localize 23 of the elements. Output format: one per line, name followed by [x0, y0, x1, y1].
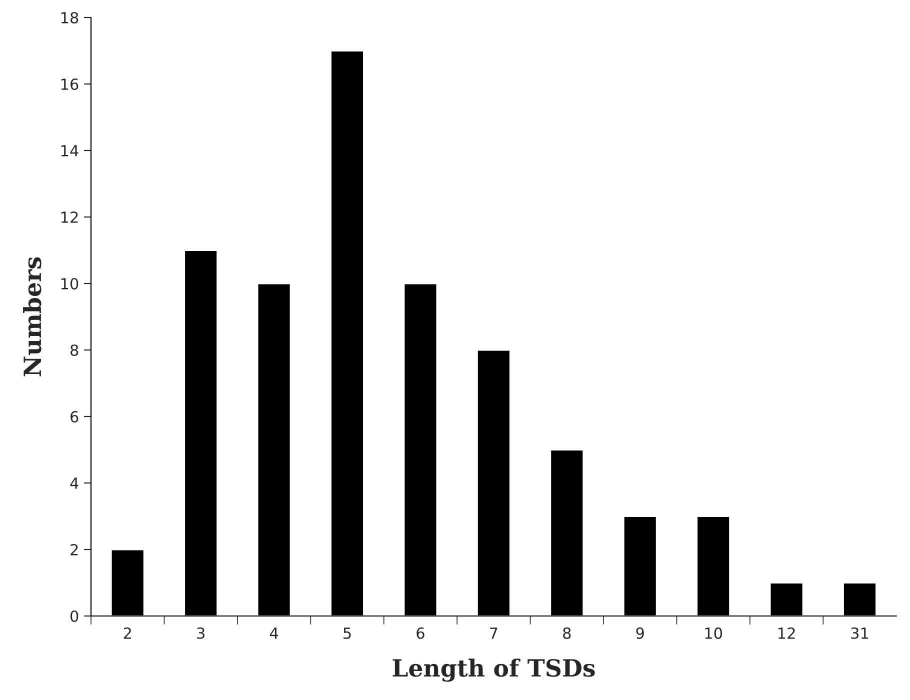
- x-tick-label: 9: [636, 627, 644, 639]
- x-tick-label: 3: [197, 627, 204, 639]
- y-tick-label: 4: [70, 478, 78, 489]
- x-tick-label: 7: [490, 628, 498, 639]
- y-tick-label: 10: [61, 278, 78, 290]
- x-axis-title: Length of TSDs: [392, 658, 595, 682]
- x-tick-label: 8: [563, 627, 571, 639]
- y-tick-label: 16: [61, 78, 78, 90]
- y-tick-label: 0: [70, 610, 78, 622]
- x-tick-label: 12: [778, 627, 795, 639]
- x-tick-label: 31: [851, 627, 868, 639]
- x-tick-label: 6: [416, 627, 424, 639]
- x-tick-label: 2: [124, 627, 131, 639]
- y-tick-label: 8: [70, 344, 78, 356]
- y-tick-label: 18: [61, 12, 78, 24]
- y-tick-label: 12: [61, 211, 78, 223]
- y-axis-title: Numbers: [23, 257, 42, 376]
- x-tick-label: 10: [705, 627, 722, 639]
- y-tick-label: 2: [70, 544, 78, 556]
- y-tick-label: 14: [61, 145, 78, 156]
- y-tick-label: 6: [70, 410, 78, 423]
- x-tick-label: 5: [344, 628, 351, 639]
- x-tick-label: 4: [270, 628, 278, 639]
